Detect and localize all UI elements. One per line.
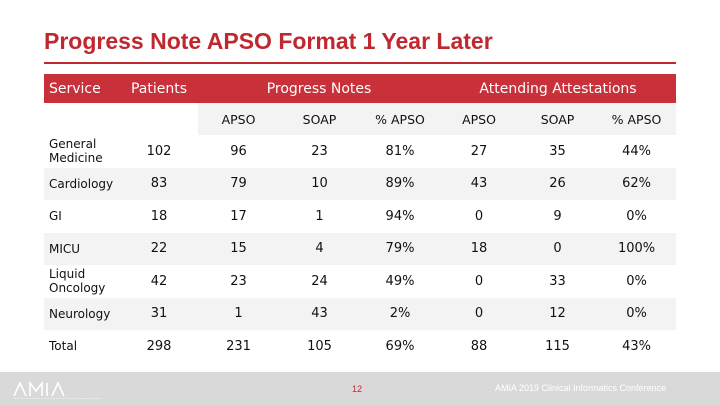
cell-aa-apso: 18 [440, 232, 519, 265]
title-underline [44, 62, 676, 64]
table-row: Neurology 31 1 43 2% 0 12 0% [44, 297, 677, 330]
cell-patients: 31 [120, 297, 198, 330]
cell-pn-apso: 23 [198, 265, 279, 298]
cell-service: Liquid Oncology [44, 265, 120, 298]
cell-service: Cardiology [44, 167, 120, 200]
cell-aa-soap: 35 [518, 135, 598, 168]
cell-aa-pct: 62% [597, 167, 677, 200]
cell-aa-pct: 0% [597, 297, 677, 330]
cell-pn-apso: 15 [198, 232, 279, 265]
cell-aa-apso: 88 [440, 330, 519, 363]
cell-pn-pct: 81% [360, 135, 441, 168]
cell-service: Total [44, 330, 120, 363]
slide-title: Progress Note APSO Format 1 Year Later [44, 28, 493, 54]
cell-aa-pct: 0% [597, 200, 677, 233]
cell-pn-soap: 23 [279, 135, 360, 168]
cell-pn-apso: 17 [198, 200, 279, 233]
cell-pn-pct: 89% [360, 167, 441, 200]
subheader-row: APSO SOAP % APSO APSO SOAP % APSO [44, 103, 677, 135]
cell-aa-pct: 44% [597, 135, 677, 168]
cell-aa-apso: 0 [440, 200, 519, 233]
cell-aa-soap: 9 [518, 200, 598, 233]
cell-aa-soap: 26 [518, 167, 598, 200]
cell-service: General Medicine [44, 135, 120, 168]
cell-pn-pct: 79% [360, 232, 441, 265]
cell-pn-soap: 4 [279, 232, 360, 265]
cell-pn-apso: 79 [198, 167, 279, 200]
cell-aa-pct: 100% [597, 232, 677, 265]
subheader-pn-pct: % APSO [360, 103, 441, 135]
cell-pn-soap: 43 [279, 297, 360, 330]
cell-service: Neurology [44, 297, 120, 330]
cell-patients: 42 [120, 265, 198, 298]
cell-aa-soap: 115 [518, 330, 598, 363]
cell-aa-apso: 27 [440, 135, 519, 168]
header-patients: Patients [120, 74, 198, 103]
header-attending-attestations: Attending Attestations [440, 74, 677, 103]
amia-logo [13, 380, 102, 399]
cell-aa-pct: 0% [597, 265, 677, 298]
table-row: Cardiology 83 79 10 89% 43 26 62% [44, 167, 677, 200]
cell-pn-soap: 10 [279, 167, 360, 200]
cell-pn-pct: 94% [360, 200, 441, 233]
cell-patients: 83 [120, 167, 198, 200]
cell-aa-pct: 43% [597, 330, 677, 363]
cell-service: GI [44, 200, 120, 233]
conference-label: AMIA 2019 Clinical Informatics Conferenc… [495, 383, 667, 393]
subheader-aa-soap: SOAP [518, 103, 598, 135]
table-row: General Medicine 102 96 23 81% 27 35 44% [44, 135, 677, 168]
table-row: Liquid Oncology 42 23 24 49% 0 33 0% [44, 265, 677, 298]
cell-pn-apso: 231 [198, 330, 279, 363]
subheader-blank [120, 103, 198, 135]
cell-patients: 18 [120, 200, 198, 233]
results-table: Service Patients Progress Notes Attendin… [44, 74, 677, 363]
header-row: Service Patients Progress Notes Attendin… [44, 74, 677, 103]
cell-pn-pct: 2% [360, 297, 441, 330]
table-row: GI 18 17 1 94% 0 9 0% [44, 200, 677, 233]
cell-pn-pct: 69% [360, 330, 441, 363]
cell-pn-soap: 105 [279, 330, 360, 363]
cell-aa-soap: 0 [518, 232, 598, 265]
cell-pn-apso: 96 [198, 135, 279, 168]
subheader-pn-apso: APSO [198, 103, 279, 135]
cell-patients: 298 [120, 330, 198, 363]
cell-patients: 22 [120, 232, 198, 265]
cell-aa-soap: 12 [518, 297, 598, 330]
subheader-pn-soap: SOAP [279, 103, 360, 135]
table-row: MICU 22 15 4 79% 18 0 100% [44, 232, 677, 265]
cell-aa-apso: 0 [440, 297, 519, 330]
cell-pn-soap: 24 [279, 265, 360, 298]
header-service: Service [44, 74, 120, 103]
header-progress-notes: Progress Notes [198, 74, 441, 103]
footer-bar: 12 AMIA 2019 Clinical Informatics Confer… [0, 372, 720, 405]
cell-patients: 102 [120, 135, 198, 168]
cell-pn-pct: 49% [360, 265, 441, 298]
cell-pn-soap: 1 [279, 200, 360, 233]
cell-aa-apso: 0 [440, 265, 519, 298]
cell-aa-soap: 33 [518, 265, 598, 298]
subheader-aa-pct: % APSO [597, 103, 677, 135]
subheader-aa-apso: APSO [440, 103, 519, 135]
subheader-blank [44, 103, 120, 135]
table-row-total: Total 298 231 105 69% 88 115 43% [44, 330, 677, 363]
page-number: 12 [352, 384, 363, 394]
cell-service: MICU [44, 232, 120, 265]
cell-pn-apso: 1 [198, 297, 279, 330]
cell-aa-apso: 43 [440, 167, 519, 200]
